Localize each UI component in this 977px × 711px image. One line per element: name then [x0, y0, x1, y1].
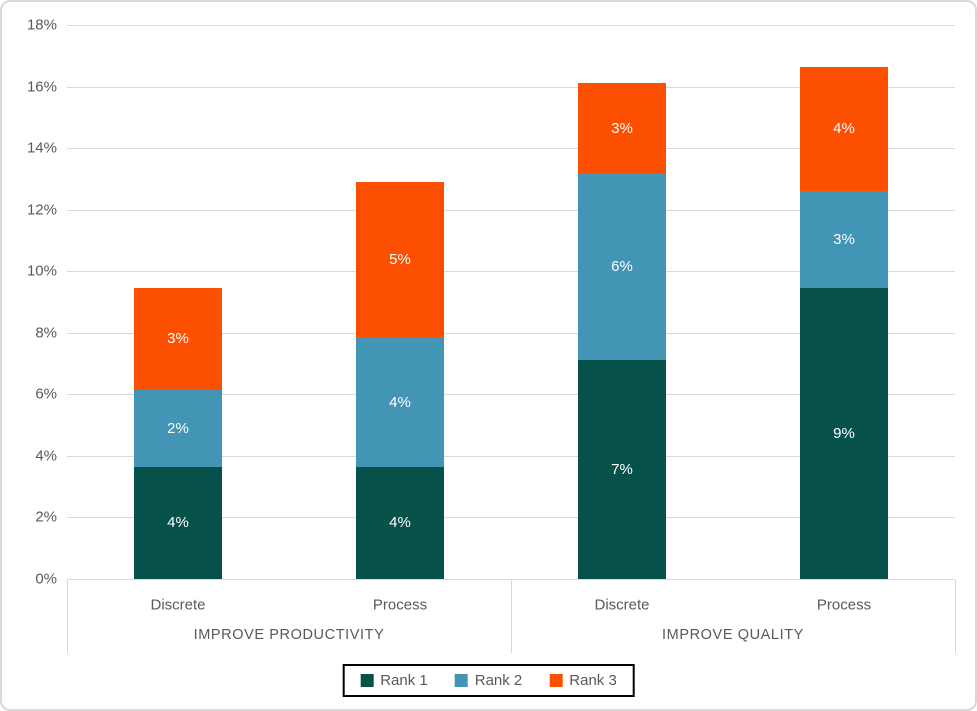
category-separator: [955, 580, 956, 653]
gridline: [67, 148, 955, 150]
y-axis-tick-label: 16%: [26, 78, 57, 96]
gridline: [67, 455, 955, 457]
x-axis-group-label: IMPROVE QUALITY: [662, 626, 804, 643]
category-separator: [511, 580, 512, 653]
gridline: [67, 86, 955, 88]
gridline: [67, 394, 955, 396]
bar-data-label: 4%: [389, 393, 411, 411]
bar-segment: 4%: [356, 466, 444, 579]
legend-item-label: Rank 2: [474, 672, 523, 689]
y-axis-tick-label: 18%: [26, 16, 57, 34]
bar-segment: 4%: [800, 66, 888, 192]
y-axis-tick-label: 14%: [26, 139, 57, 157]
gridline: [67, 332, 955, 334]
legend-item: Rank 2: [454, 672, 523, 689]
x-axis-category-label: Process: [372, 596, 428, 614]
legend: Rank 1 Rank 2 Rank 3: [342, 664, 635, 697]
bar-data-label: 4%: [167, 514, 189, 532]
category-separator: [67, 580, 68, 653]
bar-segment: 2%: [134, 389, 222, 467]
bar-data-label: 6%: [611, 258, 633, 276]
bar-segment: 7%: [578, 360, 666, 579]
y-axis-tick-label: 4%: [35, 447, 57, 465]
legend-item-label: Rank 1: [380, 672, 428, 689]
bar-data-label: 9%: [833, 425, 855, 443]
legend-swatch: [549, 674, 563, 687]
bar-segment: 4%: [134, 466, 222, 579]
bar-data-label: 2%: [167, 419, 189, 437]
x-axis-group-label: IMPROVE PRODUCTIVITY: [193, 626, 385, 643]
bar-segment: 4%: [356, 337, 444, 467]
bar-data-label: 3%: [611, 119, 633, 137]
bar-data-label: 3%: [167, 330, 189, 348]
bar-segment: 3%: [578, 83, 666, 173]
y-axis-tick-label: 6%: [35, 385, 57, 403]
gridline: [67, 25, 955, 26]
gridline: [67, 517, 955, 519]
y-axis-tick-label: 0%: [35, 570, 57, 588]
gridline: [67, 579, 955, 580]
bar-segment: 9%: [800, 288, 888, 579]
x-axis-category-label: Discrete: [150, 596, 206, 614]
legend-swatch: [454, 674, 468, 687]
legend-swatch: [360, 674, 374, 687]
x-axis-category-label: Discrete: [594, 596, 650, 614]
gridline: [67, 209, 955, 211]
bar-data-label: 5%: [389, 251, 411, 269]
y-axis-tick-label: 2%: [35, 508, 57, 526]
legend-item: Rank 1: [360, 673, 428, 688]
bar-data-label: 4%: [389, 514, 411, 532]
bar-data-label: 7%: [611, 461, 633, 479]
bar-segment: 3%: [800, 191, 888, 289]
bar-data-label: 4%: [833, 120, 855, 138]
gridline: [67, 271, 955, 273]
y-axis-tick-label: 10%: [26, 262, 57, 280]
bar-segment: 5%: [356, 181, 444, 338]
y-axis-tick-label: 8%: [35, 324, 57, 342]
bar-segment: 6%: [578, 172, 666, 361]
legend-item-label: Rank 3: [569, 672, 617, 689]
legend-item: Rank 3: [549, 673, 617, 688]
y-axis-tick-label: 12%: [26, 201, 57, 219]
bar-data-label: 3%: [833, 231, 855, 249]
x-axis-category-label: Process: [816, 596, 872, 614]
bar-segment: 3%: [134, 288, 222, 390]
